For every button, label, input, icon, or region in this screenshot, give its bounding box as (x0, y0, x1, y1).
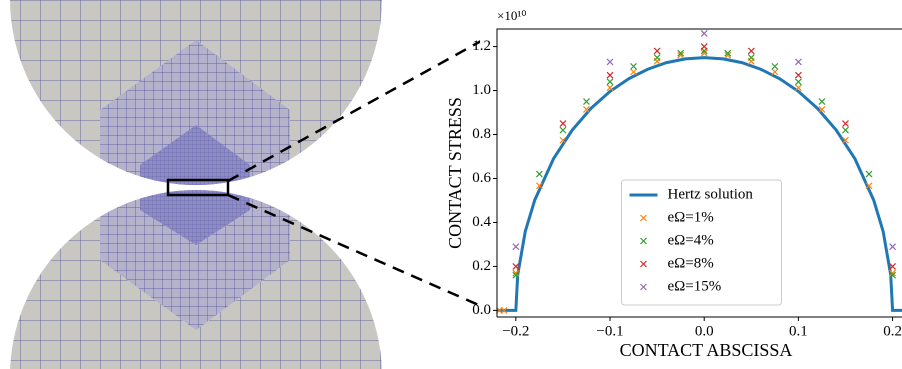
legend-label: eΩ=15% (668, 278, 722, 294)
legend-label: eΩ=8% (668, 255, 714, 271)
legend-label: eΩ=1% (668, 209, 714, 225)
chart: ×10¹⁰ CONTACT ABSCISSA CONTACT STRESS −0… (0, 0, 902, 369)
y-axis-label: CONTACT STRESS (445, 97, 465, 249)
x-tick-label: 0.2 (883, 323, 902, 339)
y-tick-label: 1.2 (472, 38, 491, 54)
y-tick-label: 0.2 (472, 258, 491, 274)
y-tick-label: 0.4 (472, 214, 491, 230)
figure: ×10¹⁰ CONTACT ABSCISSA CONTACT STRESS −0… (0, 0, 902, 369)
y-tick-label: 0.8 (472, 126, 491, 142)
y-tick-label: 0.0 (472, 302, 491, 318)
x-tick-label: −0.1 (596, 323, 623, 339)
y-offset-label: ×10¹⁰ (497, 8, 526, 23)
y-tick-label: 1.0 (472, 82, 491, 98)
x-tick-label: 0.0 (695, 323, 714, 339)
legend-label: eΩ=4% (668, 232, 714, 248)
x-axis-label: CONTACT ABSCISSA (620, 340, 793, 360)
x-tick-label: −0.2 (502, 323, 529, 339)
legend-label: Hertz solution (668, 186, 754, 202)
y-tick-label: 0.6 (472, 170, 491, 186)
x-tick-label: 0.1 (789, 323, 808, 339)
